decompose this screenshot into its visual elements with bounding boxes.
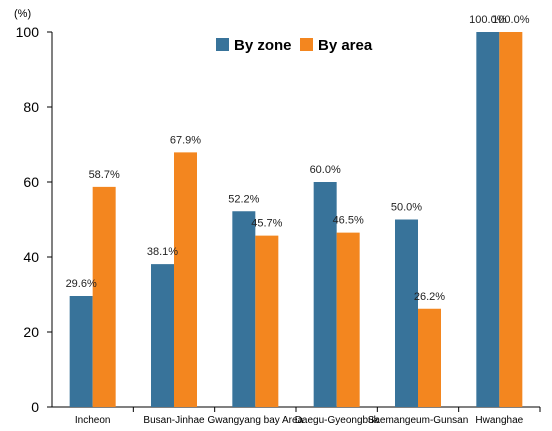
- bar: [255, 235, 279, 407]
- data-label: 100.0%: [469, 14, 507, 26]
- x-tick-label: Gwangyang bay Area: [208, 415, 304, 426]
- bar: [313, 182, 337, 407]
- bar: [476, 32, 500, 407]
- y-tick-label: 60: [23, 174, 39, 190]
- x-tick-label: Daegu-Gyeongbuk: [295, 415, 380, 426]
- x-tick-label: Hwanghae: [475, 415, 523, 426]
- data-labels: 29.6% 58.7% 38.1% 67.9% 52.2% 45.7% 60.0% 46.5%…: [66, 14, 530, 303]
- data-label: 67.9%: [170, 134, 201, 146]
- y-tick-label: 40: [23, 249, 39, 265]
- y-axis-unit-label: (%): [14, 8, 31, 20]
- bar: [174, 152, 197, 407]
- legend-label: By zone: [234, 37, 292, 54]
- bar: [151, 264, 174, 407]
- data-label: 29.6%: [66, 278, 97, 290]
- x-tick-label: Incheon: [75, 415, 111, 426]
- bar: [92, 186, 116, 407]
- data-label: 52.2%: [228, 193, 259, 205]
- x-tick-label: Saemangeum-Gunsan: [368, 415, 469, 426]
- legend-label: By area: [318, 37, 373, 54]
- bars: [69, 32, 523, 407]
- y-tick-label: 20: [23, 324, 39, 340]
- data-label: 50.0%: [391, 202, 422, 214]
- bar: [499, 32, 523, 407]
- y-tick-label: 100: [16, 24, 40, 40]
- data-label: 100.0%: [492, 14, 530, 26]
- data-label: 60.0%: [310, 164, 341, 176]
- legend: By zone By area: [216, 37, 373, 54]
- data-label: 26.2%: [414, 291, 445, 303]
- legend-swatch: [216, 38, 229, 51]
- bar: [418, 308, 441, 407]
- x-tick-label: Busan-Jinhae: [143, 415, 205, 426]
- legend-swatch: [300, 38, 313, 51]
- data-label: 58.7%: [89, 169, 120, 181]
- data-label: 45.7%: [251, 218, 282, 230]
- y-tick-label: 0: [31, 399, 39, 415]
- bar: [232, 211, 256, 407]
- bar: [336, 232, 360, 407]
- data-label: 46.5%: [333, 215, 364, 227]
- data-label: 38.1%: [147, 246, 178, 258]
- axes: 0 20 40 60 80 100 Incheon Busan-Jinhae Gwangyang…: [16, 24, 541, 426]
- y-tick-label: 80: [23, 99, 39, 115]
- bar: [69, 296, 93, 407]
- bar: [395, 219, 418, 407]
